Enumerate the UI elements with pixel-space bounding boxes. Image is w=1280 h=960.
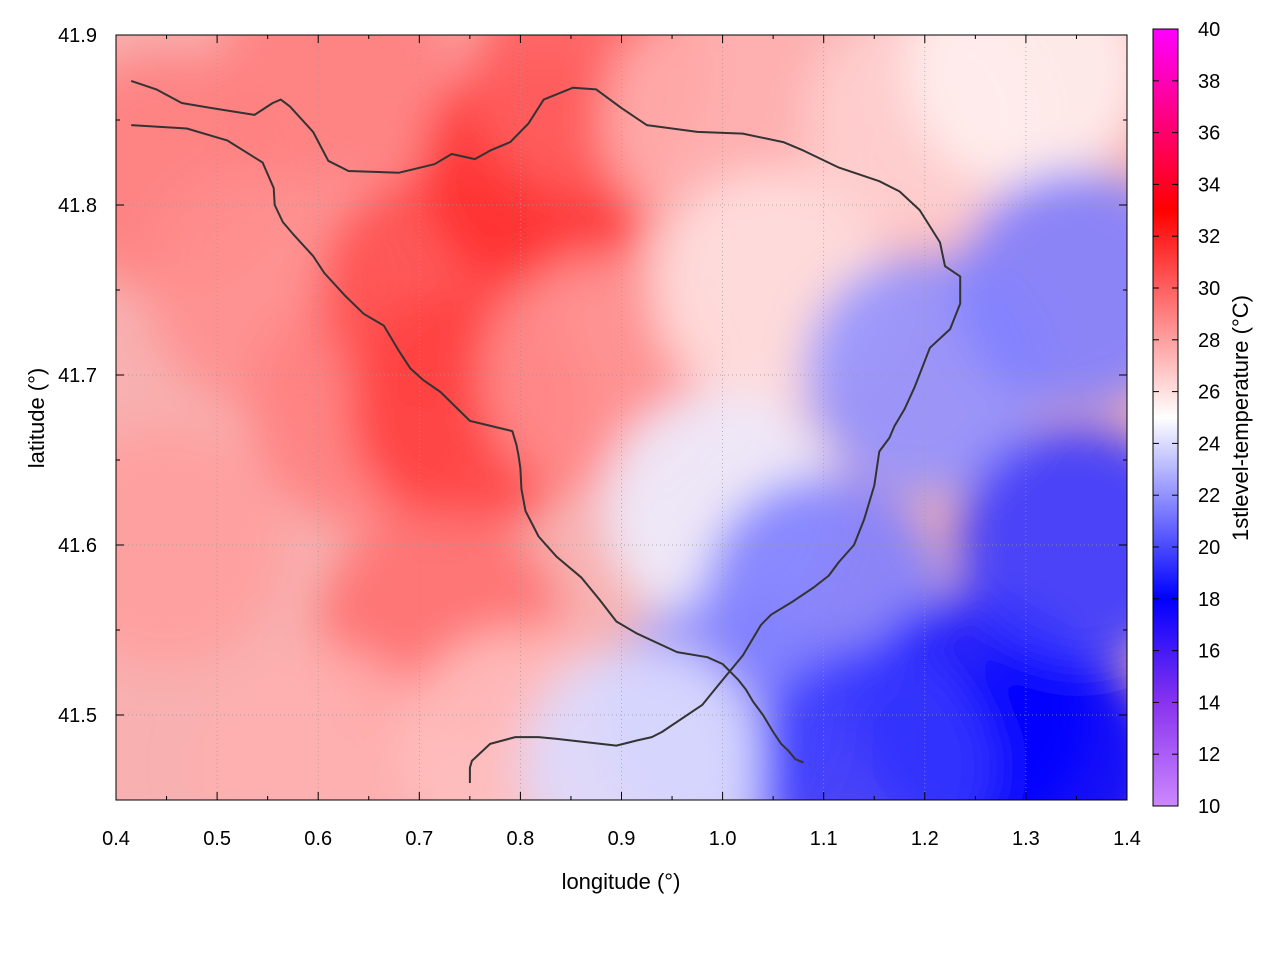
x-tick-label: 1.0 <box>709 828 737 850</box>
contour-line <box>130 79 962 783</box>
y-tick-label: 41.7 <box>58 365 97 387</box>
x-tick-label: 1.1 <box>810 828 838 850</box>
colorbar <box>1152 28 1179 807</box>
colorbar-tick-label: 14 <box>1198 692 1220 714</box>
heatmap-cell <box>218 35 459 189</box>
x-axis-label: longitude (°) <box>562 869 681 894</box>
heatmap-cell <box>905 35 1127 189</box>
colorbar-tick-label: 32 <box>1198 226 1220 248</box>
y-tick-label: 41.9 <box>58 25 97 47</box>
y-axis: 41.5 41.6 41.7 41.8 41.9 <box>58 25 1127 801</box>
y-tick-label: 41.6 <box>58 535 97 557</box>
x-axis: 0.4 0.5 0.6 0.7 0.8 0.9 1.0 1.1 1.2 1.3 1.4 <box>102 35 1141 850</box>
x-tick-label: 1.2 <box>911 828 939 850</box>
x-tick-label: 1.3 <box>1012 828 1040 850</box>
contour-lines <box>130 79 962 783</box>
x-tick-label: 1.4 <box>1113 828 1141 850</box>
heatmap-cells <box>116 35 1127 800</box>
colorbar-tick-label: 26 <box>1198 382 1220 404</box>
heatmap-cell <box>521 646 762 800</box>
heatmap-cell <box>754 646 995 800</box>
x-tick-label: 0.9 <box>608 828 636 850</box>
colorbar-tick-label: 16 <box>1198 641 1220 663</box>
y-tick-label: 41.8 <box>58 195 97 217</box>
heatmap-cell <box>116 425 287 665</box>
heatmap-cell <box>956 170 1127 410</box>
colorbar-tick-label: 22 <box>1198 485 1220 507</box>
heatmap-field <box>116 35 1127 800</box>
heatmap-cell <box>956 425 1127 665</box>
colorbar-tick-label: 30 <box>1198 278 1220 300</box>
colorbar-ticks: 10 12 14 16 18 20 22 24 26 28 30 32 34 36 38 40 <box>1153 19 1220 818</box>
x-tick-label: 0.4 <box>102 828 130 850</box>
colorbar-tick-label: 20 <box>1198 537 1220 559</box>
colorbar-tick-label: 12 <box>1198 744 1220 766</box>
colorbar-tick-label: 34 <box>1198 174 1220 196</box>
x-tick-label: 0.5 <box>203 828 231 850</box>
colorbar-label: 1stlevel-temperature (°C) <box>1228 295 1253 541</box>
colorbar-tick-label: 28 <box>1198 330 1220 352</box>
contour-line <box>131 124 804 764</box>
colorbar-tick-label: 40 <box>1198 19 1220 41</box>
x-tick-label: 0.8 <box>506 828 534 850</box>
y-tick-label: 41.5 <box>58 705 97 727</box>
y-axis-label: latitude (°) <box>24 368 49 469</box>
colorbar-tick-label: 18 <box>1198 589 1220 611</box>
colorbar-tick-label: 36 <box>1198 123 1220 145</box>
colorbar-tick-label: 10 <box>1198 796 1220 818</box>
x-tick-label: 0.6 <box>304 828 332 850</box>
colorbar-tick-label: 38 <box>1198 71 1220 93</box>
x-tick-label: 0.7 <box>405 828 433 850</box>
colorbar-tick-label: 24 <box>1198 433 1220 455</box>
